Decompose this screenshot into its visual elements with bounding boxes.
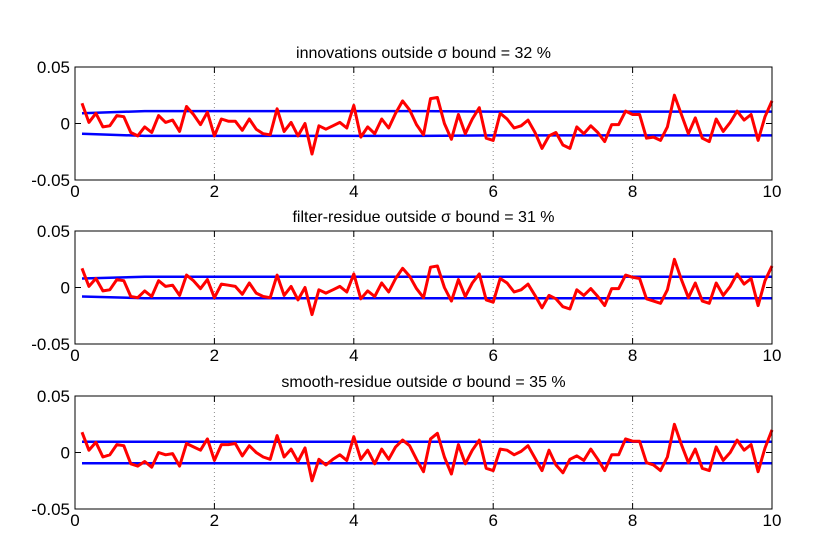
- y-tick-label: -0.05: [31, 335, 70, 354]
- y-tick-label: 0: [61, 115, 70, 134]
- subplot-title: filter-residue outside σ bound = 31 %: [292, 209, 554, 226]
- x-tick-label: 2: [210, 182, 219, 201]
- subplot-title: innovations outside σ bound = 32 %: [296, 45, 551, 62]
- series-residue: [80, 257, 774, 317]
- x-tick-label: 8: [628, 511, 637, 530]
- x-tick-label: 0: [70, 346, 79, 365]
- series-residue: [80, 422, 774, 483]
- x-tick-label: 0: [70, 182, 79, 201]
- y-tick-label: 0: [61, 444, 70, 463]
- x-tick-label: 4: [349, 182, 358, 201]
- y-tick-label: 0.05: [37, 58, 70, 77]
- x-tick-label: 6: [488, 346, 497, 365]
- y-tick-label: 0: [61, 279, 70, 298]
- x-tick-label: 8: [628, 182, 637, 201]
- y-tick-label: -0.05: [31, 171, 70, 190]
- x-tick-label: 10: [763, 182, 782, 201]
- x-tick-label: 6: [488, 182, 497, 201]
- x-tick-label: 0: [70, 511, 79, 530]
- x-tick-label: 8: [628, 346, 637, 365]
- x-tick-label: 6: [488, 511, 497, 530]
- series-residue: [80, 93, 774, 156]
- x-tick-label: 4: [349, 346, 358, 365]
- x-tick-label: 10: [763, 511, 782, 530]
- series-lower-bound: [81, 295, 772, 300]
- x-tick-label: 2: [210, 346, 219, 365]
- y-tick-label: -0.05: [31, 500, 70, 519]
- y-tick-label: 0.05: [37, 387, 70, 406]
- x-tick-label: 2: [210, 511, 219, 530]
- x-tick-label: 10: [763, 346, 782, 365]
- series-upper-bound: [81, 275, 772, 280]
- subplot-title: smooth-residue outside σ bound = 35 %: [281, 374, 565, 391]
- y-tick-label: 0.05: [37, 222, 70, 241]
- series-lower-bound: [81, 132, 772, 138]
- x-tick-label: 4: [349, 511, 358, 530]
